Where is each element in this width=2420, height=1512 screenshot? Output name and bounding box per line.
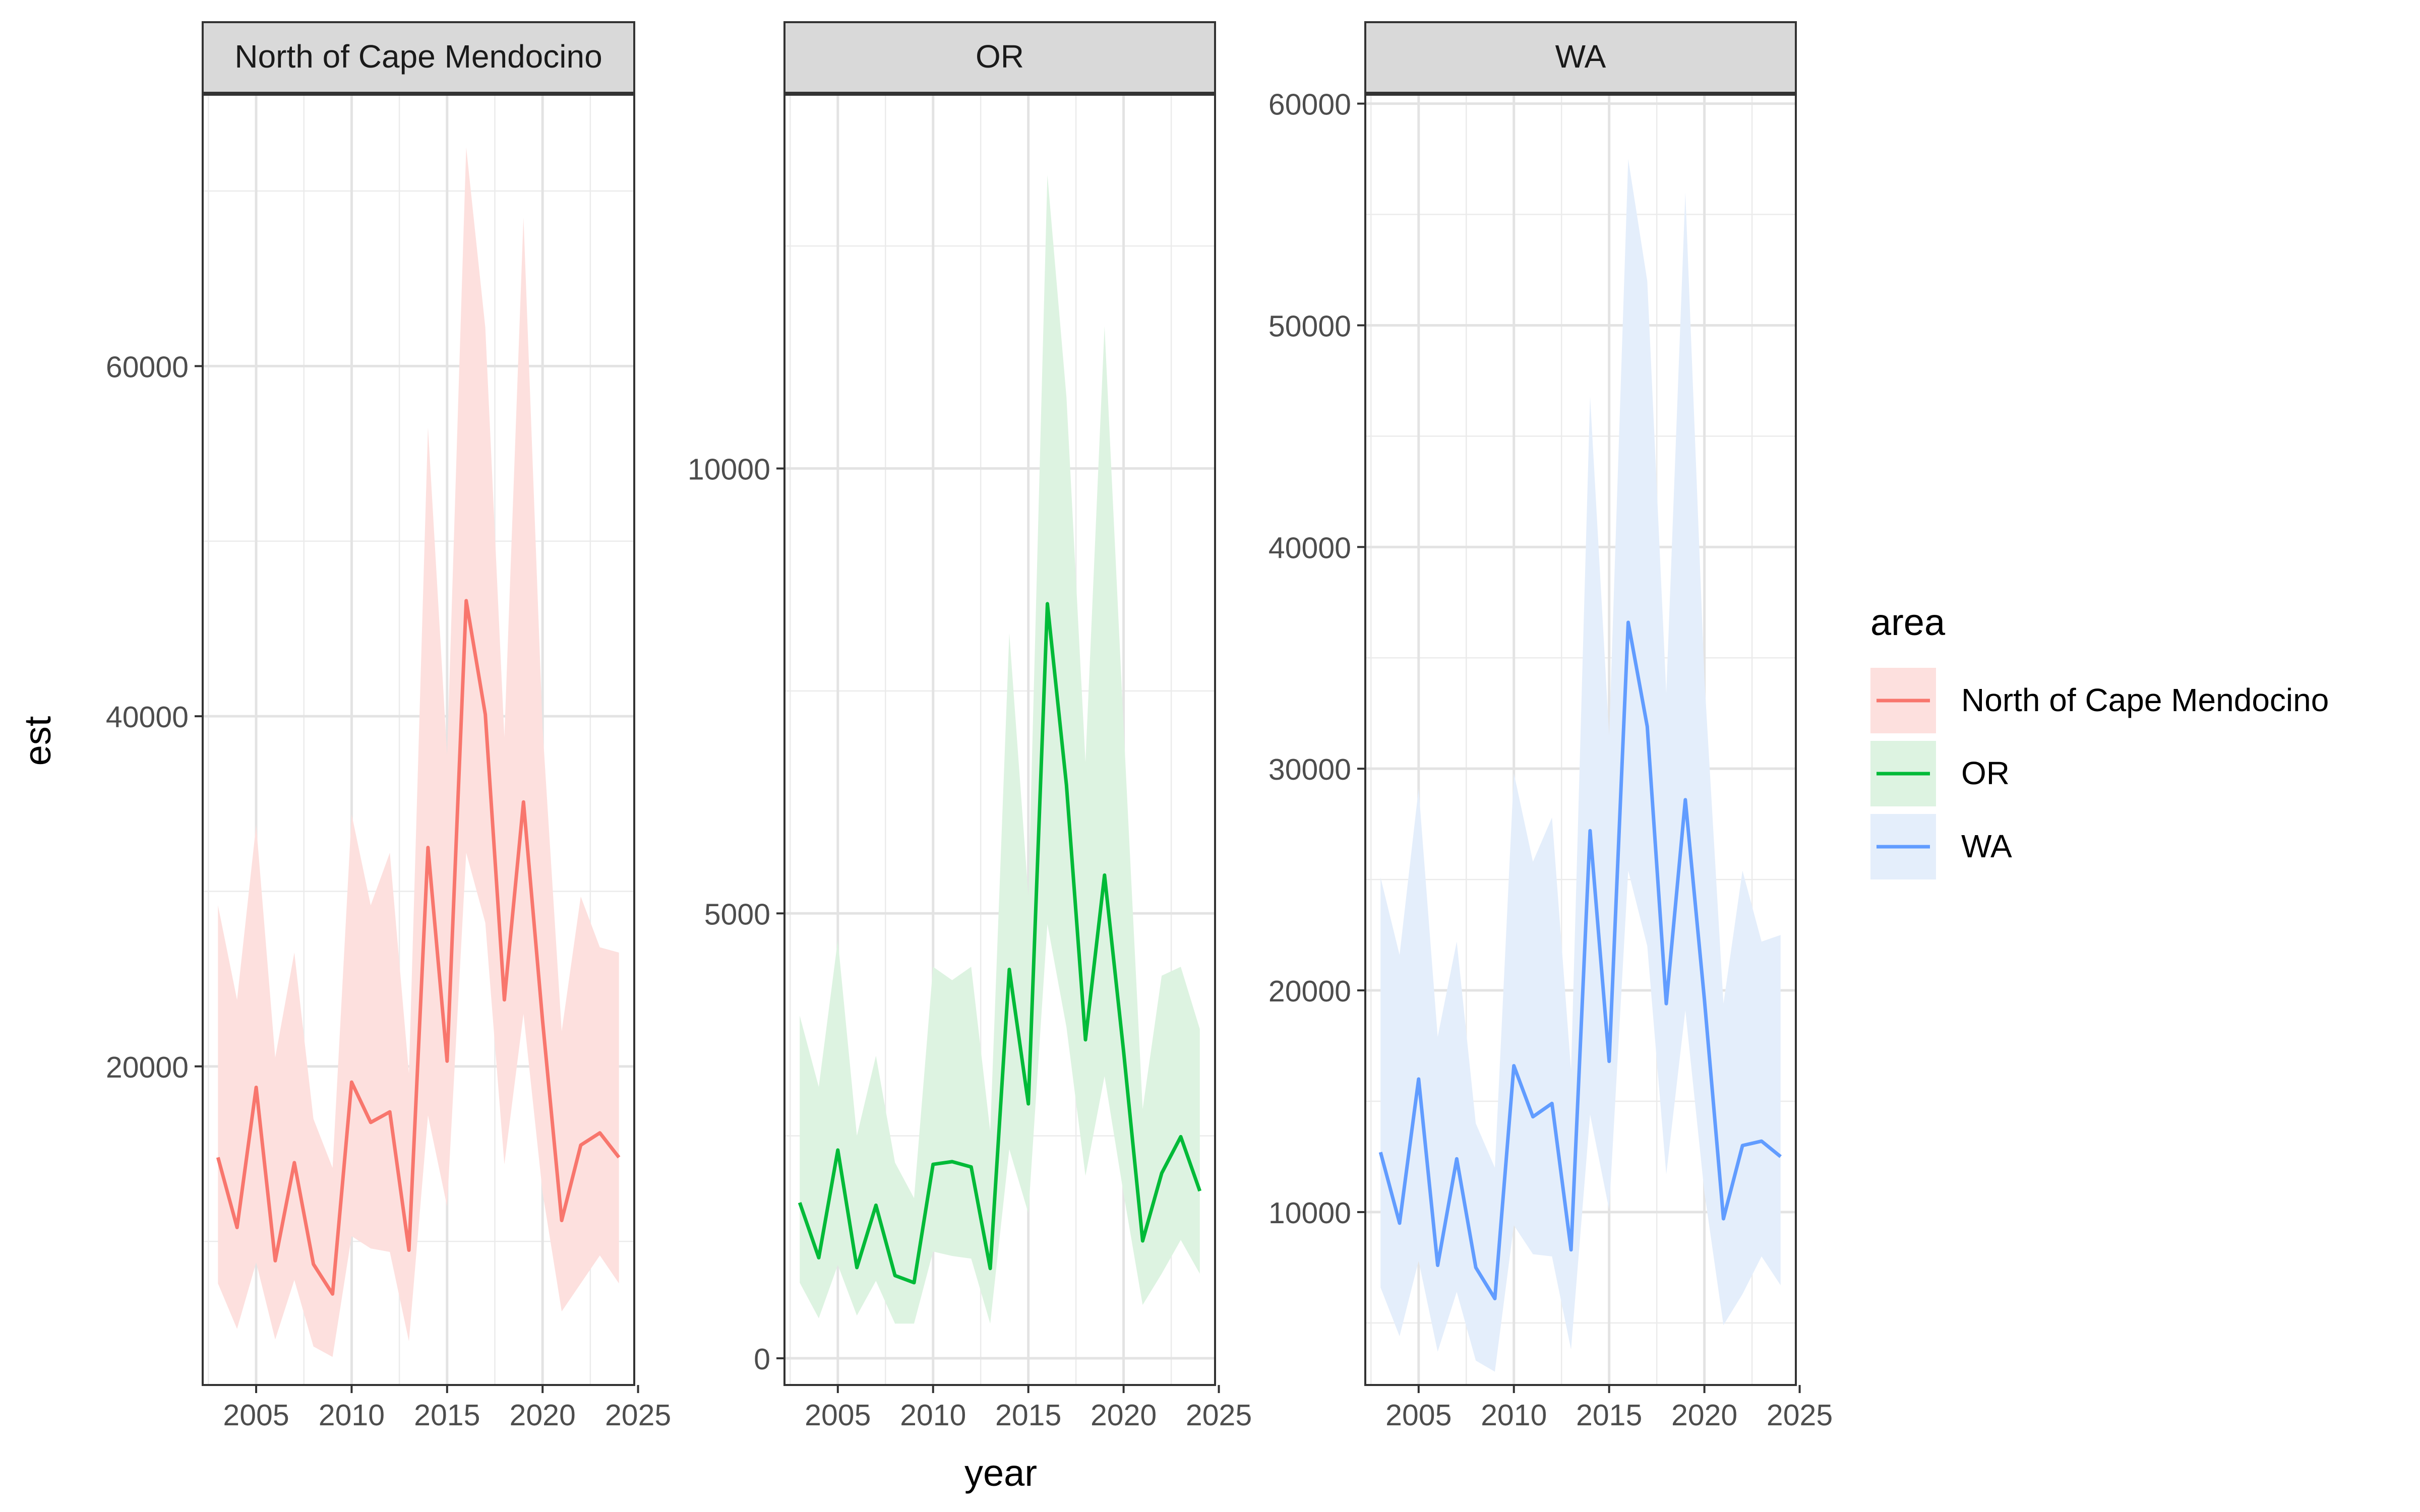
x-tick-label: 2005 bbox=[1385, 1399, 1451, 1432]
facet-strip bbox=[1364, 21, 1797, 94]
legend: area North of Cape Mendocino OR WA bbox=[1870, 601, 2329, 879]
facet-panels: North of Cape Mendocino 20000 40000 60000 20… bbox=[106, 21, 1833, 1432]
y-tick-label: 0 bbox=[754, 1343, 770, 1376]
x-tick-label: 2015 bbox=[414, 1399, 480, 1432]
y-tick-label: 60000 bbox=[1268, 88, 1351, 121]
facet-strip-label: North of Cape Mendocino bbox=[234, 38, 602, 75]
facet-strip-label: OR bbox=[976, 38, 1024, 75]
x-tick-label: 2020 bbox=[510, 1399, 576, 1432]
facet-strip bbox=[202, 21, 635, 94]
x-tick-label: 2010 bbox=[900, 1399, 966, 1432]
x-tick-label: 2025 bbox=[1767, 1399, 1833, 1432]
x-tick-label: 2020 bbox=[1091, 1399, 1157, 1432]
legend-label: WA bbox=[1961, 828, 2012, 864]
facet-strip-label: WA bbox=[1555, 38, 1606, 75]
legend-label: OR bbox=[1961, 755, 2010, 791]
x-tick-label: 2025 bbox=[1186, 1399, 1252, 1432]
x-tick-label: 2010 bbox=[1481, 1399, 1547, 1432]
x-tick-label: 2020 bbox=[1671, 1399, 1737, 1432]
y-tick-label: 50000 bbox=[1268, 309, 1351, 343]
facet-panel: WA 10000 20000 30000 40000 50000 60000 2005 2010… bbox=[1268, 21, 1833, 1432]
x-tick-label: 2010 bbox=[319, 1399, 385, 1432]
series-line bbox=[216, 599, 621, 1296]
y-tick-label: 40000 bbox=[1268, 531, 1351, 564]
confidence-ribbon bbox=[1380, 159, 1781, 1372]
confidence-ribbon bbox=[800, 174, 1200, 1324]
legend-title: area bbox=[1870, 601, 1946, 643]
facet-panel: North of Cape Mendocino 20000 40000 60000 20… bbox=[106, 21, 671, 1432]
legend-keys: North of Cape Mendocino OR WA bbox=[1870, 668, 2329, 879]
facet-strip bbox=[783, 21, 1216, 94]
series-line bbox=[798, 602, 1202, 1285]
panel-border bbox=[1364, 94, 1797, 1386]
y-tick-label: 10000 bbox=[1268, 1196, 1351, 1230]
y-tick-label: 20000 bbox=[106, 1051, 189, 1084]
y-tick-label: 60000 bbox=[106, 350, 189, 384]
y-axis-title: est bbox=[17, 716, 58, 766]
panel-border bbox=[783, 94, 1216, 1386]
panel-border bbox=[202, 94, 635, 1386]
x-tick-label: 2025 bbox=[605, 1399, 671, 1432]
y-tick-label: 5000 bbox=[704, 898, 770, 931]
y-tick-label: 40000 bbox=[106, 701, 189, 734]
facet-panel: OR 0 5000 10000 2005 2010 2015 2020 2025 bbox=[688, 21, 1252, 1432]
confidence-ribbon bbox=[218, 147, 619, 1357]
y-tick-label: 30000 bbox=[1268, 753, 1351, 786]
x-tick-label: 2005 bbox=[805, 1399, 871, 1432]
legend-label: North of Cape Mendocino bbox=[1961, 682, 2329, 718]
y-tick-label: 20000 bbox=[1268, 975, 1351, 1008]
series-line bbox=[1378, 620, 1782, 1300]
x-axis-title: year bbox=[964, 1452, 1037, 1494]
y-tick-label: 10000 bbox=[688, 453, 770, 486]
x-tick-label: 2005 bbox=[223, 1399, 289, 1432]
x-tick-label: 2015 bbox=[1576, 1399, 1642, 1432]
x-tick-label: 2015 bbox=[995, 1399, 1061, 1432]
